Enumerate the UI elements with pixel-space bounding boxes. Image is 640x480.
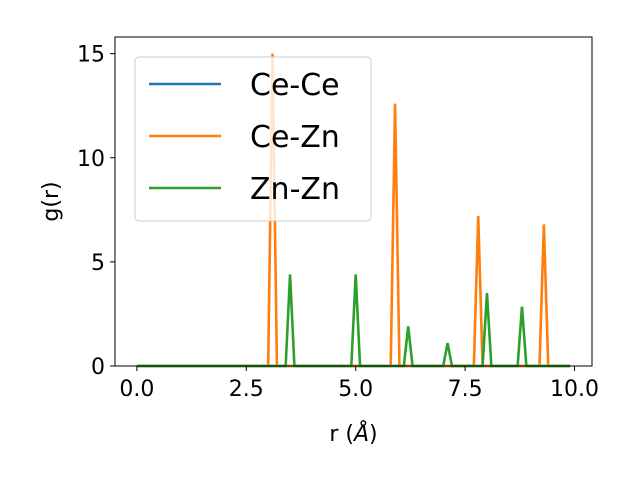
- y-tick-label: 10: [77, 147, 105, 172]
- x-axis-label: r (Å): [329, 420, 377, 447]
- x-tick-label: 0.0: [119, 377, 154, 402]
- x-tick-label: 2.5: [229, 377, 264, 402]
- x-axis-label-unit: Å: [352, 420, 369, 447]
- plot-frame: [114, 36, 593, 367]
- legend-label-0: Ce-Ce: [250, 68, 340, 103]
- x-tick-label: 10.0: [550, 377, 599, 402]
- y-tick-label: 5: [91, 251, 105, 276]
- legend-label-1: Ce-Zn: [250, 120, 340, 155]
- y-tick-label: 0: [91, 355, 105, 380]
- legend: Ce-Ce Ce-Zn Zn-Zn: [134, 56, 372, 222]
- legend-label-2: Zn-Zn: [250, 172, 340, 207]
- y-axis-label: g(r): [39, 181, 64, 221]
- x-tick-label: 7.5: [448, 377, 483, 402]
- y-axis-ticks: 0 5 10 15: [77, 43, 115, 380]
- y-tick-label: 15: [77, 43, 105, 68]
- x-axis-ticks: 0.0 2.5 5.0 7.5 10.0: [119, 366, 599, 402]
- legend-frame: [134, 56, 372, 222]
- x-tick-label: 5.0: [338, 377, 373, 402]
- x-axis-label-text: r: [329, 422, 339, 447]
